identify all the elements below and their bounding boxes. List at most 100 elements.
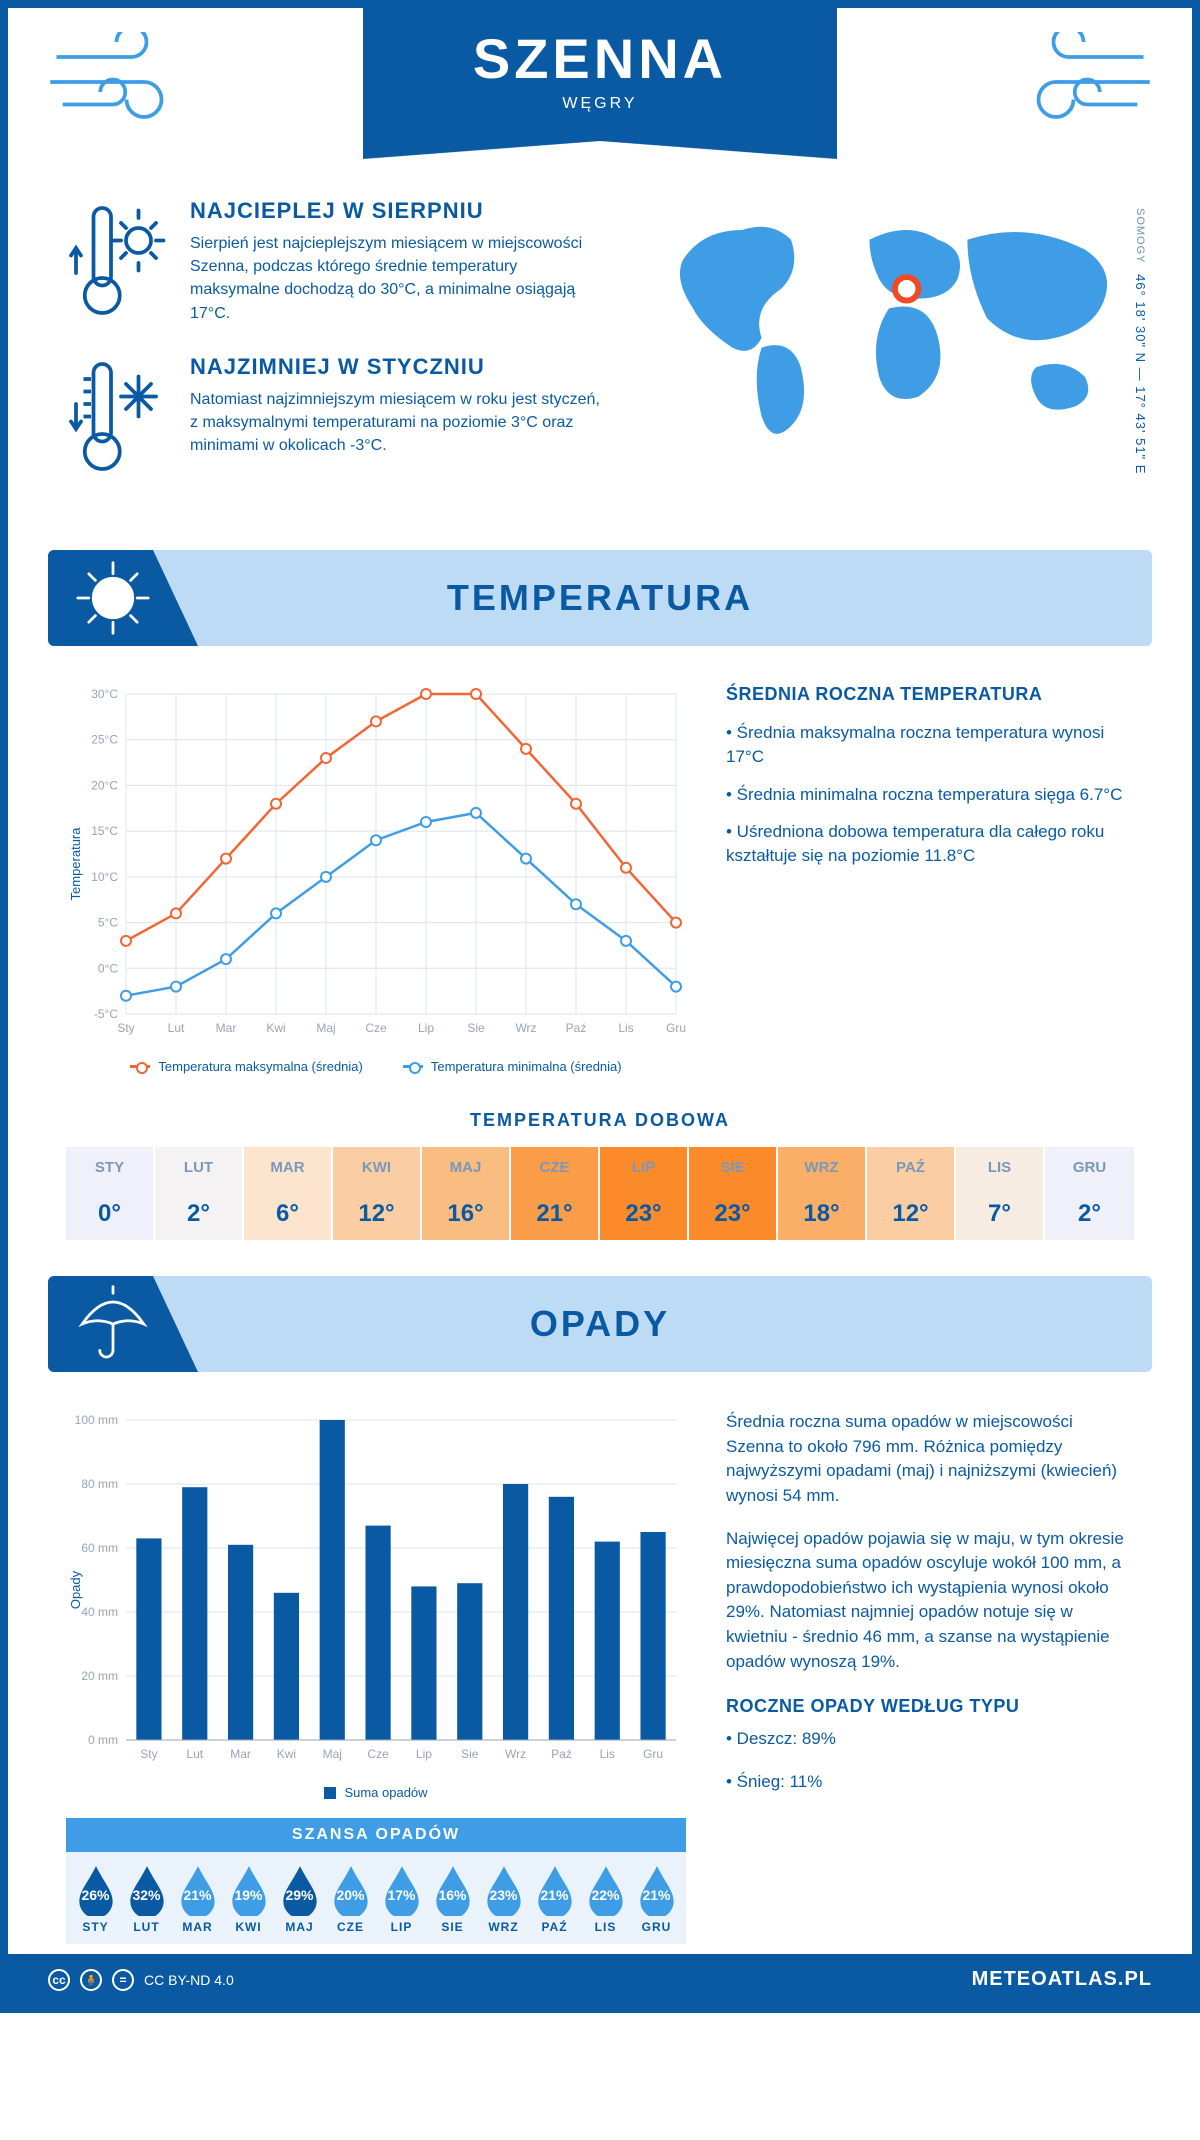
brand-text: METEOATLAS.PL [972,1968,1152,1991]
infographic-page: SZENNA WĘGRY [0,0,1200,2013]
svg-text:Sie: Sie [461,1747,479,1761]
chance-cell: 32% LUT [121,1864,172,1934]
svg-text:Cze: Cze [365,1021,387,1035]
precip-text-2: Najwięcej opadów pojawia się w maju, w t… [726,1527,1134,1675]
daily-month: WRZ [778,1147,867,1188]
precip-text-1: Średnia roczna suma opadów w miejscowośc… [726,1410,1134,1509]
raindrop-icon: 21% [534,1864,576,1916]
daily-month: STY [66,1147,155,1188]
cold-heading: NAJZIMNIEJ W STYCZNIU [190,354,604,380]
raindrop-icon: 26% [75,1864,117,1916]
daily-value: 23° [689,1188,778,1240]
chance-cell: 21% GRU [631,1864,682,1934]
svg-text:Cze: Cze [367,1747,389,1761]
svg-text:100 mm: 100 mm [75,1413,118,1427]
svg-text:-5°C: -5°C [94,1007,118,1021]
cc-icon: cc [48,1969,70,1991]
svg-text:Lis: Lis [618,1021,633,1035]
avg-temp-heading: ŚREDNIA ROCZNA TEMPERATURA [726,684,1134,705]
chance-cell: 20% CZE [325,1864,376,1934]
temperature-banner: TEMPERATURA [48,550,1152,646]
chance-heading: SZANSA OPADÓW [66,1818,686,1852]
svg-text:Mar: Mar [230,1747,251,1761]
daily-value: 12° [333,1188,422,1240]
svg-text:40 mm: 40 mm [81,1605,118,1619]
title-banner: SZENNA WĘGRY [363,8,837,141]
precip-heading: OPADY [530,1303,670,1345]
temp-bullet: • Średnia maksymalna roczna temperatura … [726,721,1134,769]
daily-value: 18° [778,1188,867,1240]
raindrop-icon: 22% [585,1864,627,1916]
svg-text:Temperatura: Temperatura [68,827,83,901]
svg-text:Lip: Lip [418,1021,434,1035]
license-block: cc 🧍 = CC BY-ND 4.0 [48,1969,234,1991]
precip-banner: OPADY [48,1276,1152,1372]
svg-text:5°C: 5°C [98,916,118,930]
location-marker-icon [895,277,919,301]
raindrop-icon: 20% [330,1864,372,1916]
svg-text:Opady: Opady [68,1570,83,1609]
raindrop-icon: 16% [432,1864,474,1916]
daily-month: SIE [689,1147,778,1188]
chance-cell: 16% SIE [427,1864,478,1934]
precip-type-bullet: • Deszcz: 89% [726,1727,1134,1752]
chance-cell: 29% MAJ [274,1864,325,1934]
svg-text:Lut: Lut [186,1747,203,1761]
svg-text:Lut: Lut [168,1021,185,1035]
svg-text:60 mm: 60 mm [81,1541,118,1555]
svg-text:Wrz: Wrz [505,1747,526,1761]
svg-text:Paź: Paź [566,1021,587,1035]
hottest-block: NAJCIEPLEJ W SIERPNIU Sierpień jest najc… [66,198,604,328]
page-title: SZENNA [473,26,727,91]
daily-month: MAR [244,1147,333,1188]
temperature-chart: -5°C0°C5°C10°C15°C20°C25°C30°CStyLutMarK… [66,684,686,1074]
raindrop-icon: 23% [483,1864,525,1916]
intro-text-column: NAJCIEPLEJ W SIERPNIU Sierpień jest najc… [66,198,604,510]
world-map-icon [644,198,1134,458]
daily-value: 6° [244,1188,333,1240]
map-column: SOMOGY 46° 18' 30" N — 17° 43' 51" E [644,198,1134,510]
precip-summary: Średnia roczna suma opadów w miejscowośc… [726,1410,1134,1944]
daily-value: 0° [66,1188,155,1240]
svg-text:Wrz: Wrz [515,1021,536,1035]
svg-text:Gru: Gru [666,1021,686,1035]
temperature-summary: ŚREDNIA ROCZNA TEMPERATURA • Średnia mak… [726,684,1134,1074]
header: SZENNA WĘGRY [8,8,1192,188]
chance-cell: 17% LIP [376,1864,427,1934]
license-text: CC BY-ND 4.0 [144,1972,234,1988]
precip-section: 0 mm20 mm40 mm60 mm80 mm100 mmStyLutMarK… [8,1372,1192,1954]
daily-value: 21° [511,1188,600,1240]
cold-text: Natomiast najzimniejszym miesiącem w rok… [190,388,604,458]
raindrop-icon: 32% [126,1864,168,1916]
wind-icon [44,32,194,132]
svg-text:Gru: Gru [643,1747,663,1761]
svg-text:25°C: 25°C [91,733,118,747]
svg-text:Sty: Sty [117,1021,134,1035]
daily-temp-table: STYLUTMARKWIMAJCZELIPSIEWRZPAŹLISGRU 0°2… [66,1147,1134,1240]
coordinates-label: SOMOGY 46° 18' 30" N — 17° 43' 51" E [1133,208,1148,474]
svg-text:15°C: 15°C [91,824,118,838]
temperature-section: -5°C0°C5°C10°C15°C20°C25°C30°CStyLutMarK… [8,646,1192,1098]
svg-text:Kwi: Kwi [277,1747,296,1761]
coldest-block: NAJZIMNIEJ W STYCZNIU Natomiast najzimni… [66,354,604,484]
svg-text:Kwi: Kwi [266,1021,285,1035]
umbrella-icon [48,1276,198,1372]
chance-cell: 26% STY [70,1864,121,1934]
precip-type-heading: ROCZNE OPADY WEDŁUG TYPU [726,1696,1134,1717]
daily-value: 7° [956,1188,1045,1240]
precip-type-bullet: • Śnieg: 11% [726,1770,1134,1795]
thermometer-hot-icon [66,198,166,328]
daily-value: 12° [867,1188,956,1240]
chance-cell: 23% WRZ [478,1864,529,1934]
raindrop-icon: 21% [177,1864,219,1916]
sun-icon [48,550,198,646]
svg-text:Sie: Sie [467,1021,485,1035]
svg-text:0°C: 0°C [98,961,118,975]
svg-text:Lis: Lis [600,1747,615,1761]
temp-bullet: • Średnia minimalna roczna temperatura s… [726,783,1134,807]
svg-text:10°C: 10°C [91,870,118,884]
raindrop-icon: 21% [636,1864,678,1916]
daily-month: MAJ [422,1147,511,1188]
by-icon: 🧍 [80,1969,102,1991]
thermometer-cold-icon [66,354,166,484]
